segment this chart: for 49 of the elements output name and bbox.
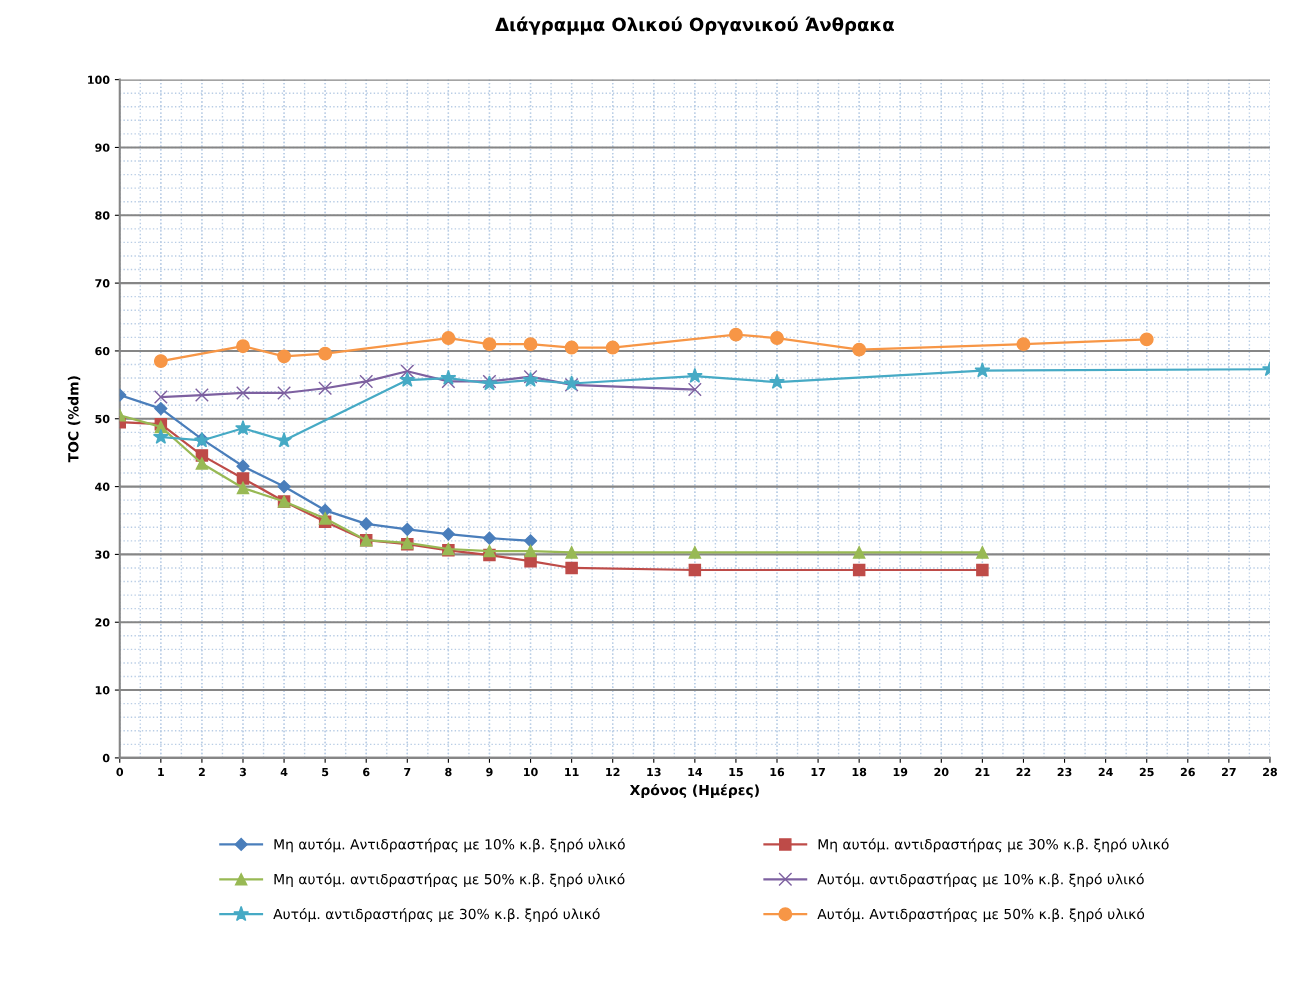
x-tick-label: 9 [486,767,493,777]
x-tick-label: 24 [1098,767,1113,777]
x-tick-label: 3 [239,767,246,777]
y-tick-label: 70 [95,279,110,288]
y-tick-label: 40 [95,482,110,491]
x-tick-label: 22 [1016,767,1031,777]
x-tick-label: 7 [404,767,411,777]
y-tick-label: 10 [95,686,110,695]
legend-label: Αυτόμ. αντιδραστήρας με 10% κ.β. ξηρό υλικό [817,873,1144,888]
x-tick-label: 0 [116,767,124,777]
legend-label: Αυτόμ. αντιδραστήρας με 30% κ.β. ξηρό υλικό [273,907,600,922]
x-tick-label: 10 [524,767,538,777]
x-tick-label: 5 [322,767,329,777]
x-tick-label: 6 [363,767,370,777]
legend-label: Μη αυτόμ. αντιδραστήρας με 50% κ.β. ξηρό υλικό [274,873,625,888]
x-tick-label: 2 [198,767,205,777]
y-tick-label: 30 [95,550,110,559]
y-tick-label: 50 [95,414,110,424]
x-tick-label: 17 [811,767,825,777]
x-tick-label: 19 [893,767,908,777]
x-tick-label: 21 [975,767,990,777]
y-tick-label: 80 [95,211,110,220]
y-axis-title: TOC (%dm) [67,376,81,463]
x-tick-label: 13 [647,767,661,777]
chart-title: Διάγραμμα Ολικού Οργανικού Άνθρακα [495,16,894,35]
x-tick-label: 18 [852,767,867,777]
x-tick-label: 14 [688,767,703,777]
x-tick-label: 20 [934,767,949,777]
y-tick-label: 90 [95,143,110,152]
legend-label: Μη αυτόμ. Αντιδραστήρας με 10% κ.β. ξηρό υλικό [274,838,625,853]
x-tick-label: 12 [606,767,620,777]
x-tick-label: 16 [770,767,785,777]
x-tick-label: 23 [1057,767,1072,777]
y-tick-label: 60 [95,346,110,356]
x-tick-label: 11 [565,767,579,777]
y-tick-label: 100 [88,75,110,84]
x-tick-label: 1 [158,767,164,777]
x-tick-label: 4 [280,767,288,777]
x-tick-label: 8 [445,767,452,777]
x-tick-label: 27 [1222,767,1236,777]
x-tick-label: 15 [729,767,743,777]
x-tick-label: 25 [1139,767,1154,777]
x-axis-title: Χρόνος (Ημέρες) [629,783,759,798]
x-tick-label: 26 [1180,767,1195,777]
y-tick-label: 20 [95,618,110,627]
x-tick-label: 28 [1263,767,1277,777]
legend-label: Αυτόμ. Αντιδραστήρας με 50% κ.β. ξηρό υλικό [817,907,1145,922]
legend-label: Μη αυτόμ. αντιδραστήρας με 30% κ.β. ξηρό υλικό [818,838,1169,853]
y-tick-label: 0 [102,753,110,763]
